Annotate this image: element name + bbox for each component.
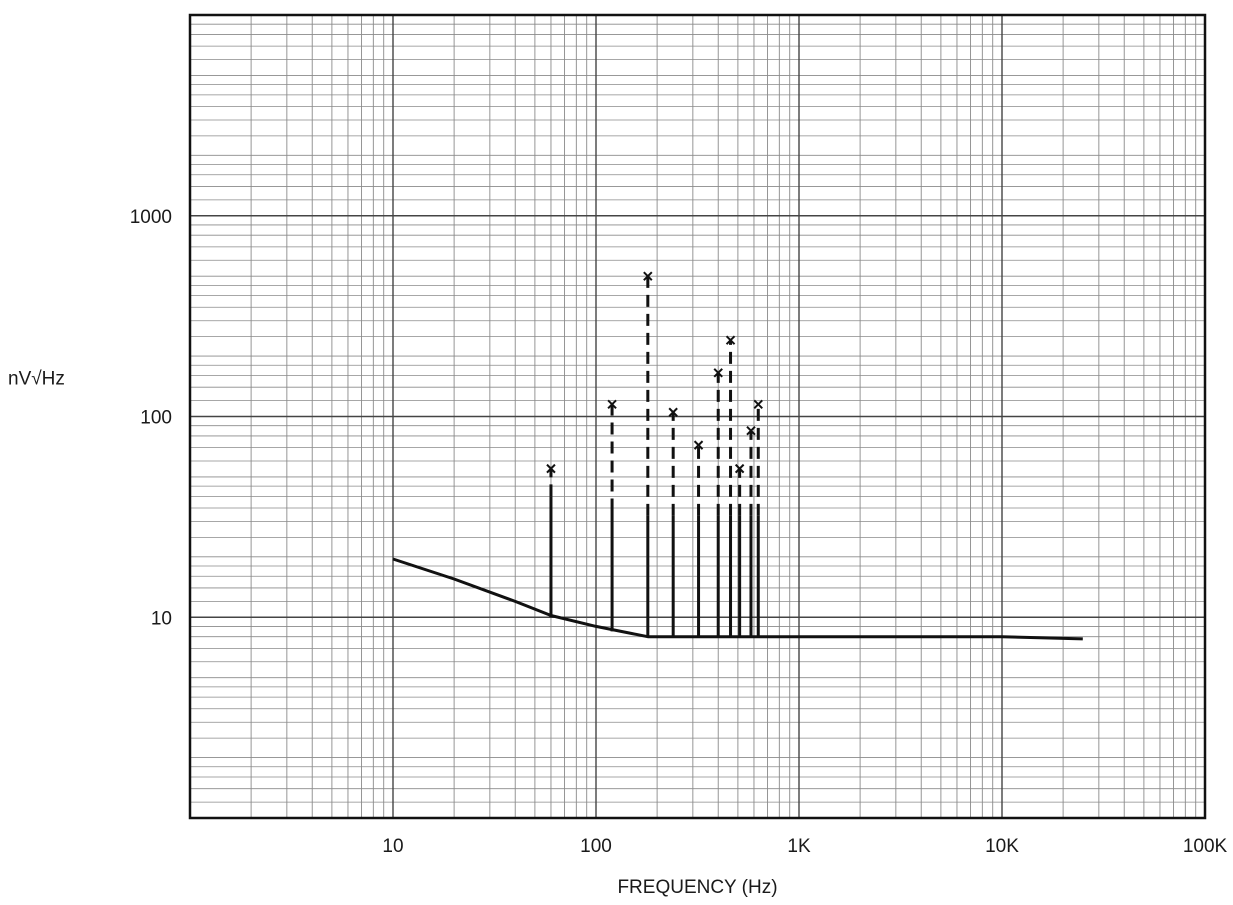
spur-peak-marker-stroke [607,399,617,410]
spur-peak-marker [725,335,736,345]
spur-peak-marker [746,425,756,436]
spur-peak-marker-stroke [546,463,556,474]
spur-peak-marker-stroke [746,425,756,436]
x-axis-title: FREQUENCY (Hz) [617,877,777,898]
spur-peak-marker-stroke [725,335,736,345]
x-tick-label: 10K [985,836,1019,857]
x-tick-label: 100K [1183,836,1228,857]
y-tick-labels: 10 100 1000 [130,207,172,630]
spur-peak-marker-stroke [734,463,745,474]
spur-peak-marker-stroke [643,271,653,281]
y-tick-label: 1000 [130,207,172,228]
x-tick-label: 10 [382,836,403,857]
spur-lines [546,271,763,637]
x-tick-label: 100 [580,836,612,857]
spur-peak-marker [607,399,617,410]
x-tick-label: 1K [787,836,811,857]
spur-peak-marker-stroke [668,407,678,417]
y-tick-label: 100 [140,408,172,429]
y-tick-label: 10 [151,608,172,629]
spur-peak-marker [668,407,678,417]
spur-peak-marker [713,368,723,378]
noise-floor-series [392,557,1083,641]
plot-frame [188,13,1207,820]
noise-floor-line [392,557,1083,641]
spur-peak-marker [693,440,704,450]
spur-peak-marker-stroke [693,440,704,450]
x-tick-labels: 10 100 1K 10K 100K [382,836,1227,857]
spur-peak-marker [643,271,653,281]
major-grid [190,15,1205,818]
spur-peak-marker [546,463,556,474]
spur-peak-marker-stroke [713,368,723,378]
spur-peak-marker [753,399,763,410]
y-axis-title: nV√Hz [8,369,65,390]
spur-peak-marker [734,463,745,474]
spur-peak-marker-stroke [753,399,763,410]
